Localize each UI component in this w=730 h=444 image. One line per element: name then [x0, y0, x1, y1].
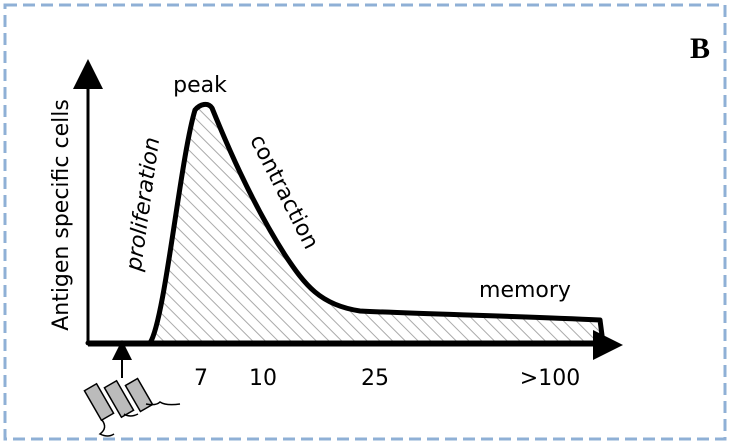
proliferation-label: proliferation [122, 136, 166, 274]
panel-label: B [690, 32, 710, 65]
x-label: 7 [194, 366, 208, 391]
peak-label: peak [173, 73, 227, 98]
memory-label: memory [479, 278, 571, 303]
frame [3, 3, 727, 441]
response-curve [85, 101, 606, 346]
y-axis-label: Antigen specific cells [49, 99, 74, 331]
x-label: 10 [249, 366, 277, 391]
x-label: 25 [361, 366, 389, 391]
antigen-icon [83, 377, 181, 437]
x-label: >100 [520, 366, 580, 391]
